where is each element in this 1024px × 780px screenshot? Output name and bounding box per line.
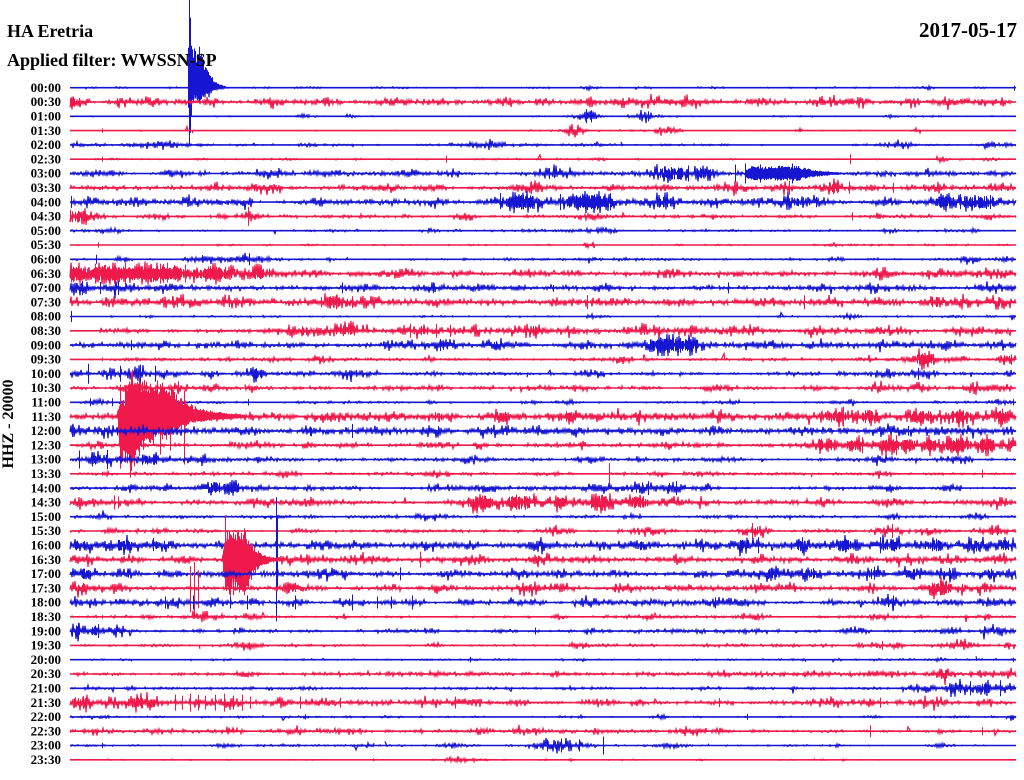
svg-text:19:00: 19:00 [31,623,61,638]
svg-text:23:30: 23:30 [31,752,61,767]
svg-text:HA Eretria: HA Eretria [7,21,93,41]
svg-text:14:30: 14:30 [31,495,61,510]
svg-text:05:00: 05:00 [31,223,61,238]
svg-text:11:30: 11:30 [31,409,61,424]
svg-text:11:00: 11:00 [31,395,61,410]
svg-text:21:30: 21:30 [31,695,61,710]
svg-text:08:00: 08:00 [31,309,61,324]
svg-text:10:30: 10:30 [31,380,61,395]
svg-text:06:00: 06:00 [31,252,61,267]
svg-text:17:30: 17:30 [31,580,61,595]
svg-text:22:00: 22:00 [31,709,61,724]
svg-text:20:00: 20:00 [31,652,61,667]
svg-text:15:30: 15:30 [31,523,61,538]
svg-text:00:00: 00:00 [31,80,61,95]
svg-text:17:00: 17:00 [31,566,61,581]
svg-text:02:30: 02:30 [31,151,61,166]
svg-text:23:00: 23:00 [31,738,61,753]
svg-text:04:00: 04:00 [31,194,61,209]
svg-text:00:30: 00:30 [31,94,61,109]
svg-text:09:00: 09:00 [31,337,61,352]
svg-text:13:30: 13:30 [31,466,61,481]
svg-text:03:00: 03:00 [31,166,61,181]
svg-text:20:30: 20:30 [31,666,61,681]
svg-text:16:00: 16:00 [31,538,61,553]
svg-text:01:30: 01:30 [31,123,61,138]
svg-text:06:30: 06:30 [31,266,61,281]
svg-text:05:30: 05:30 [31,237,61,252]
svg-text:14:00: 14:00 [31,480,61,495]
svg-text:19:30: 19:30 [31,638,61,653]
svg-text:HHZ - 20000: HHZ - 20000 [0,380,17,469]
svg-text:10:00: 10:00 [31,366,61,381]
svg-text:18:00: 18:00 [31,595,61,610]
svg-text:2017-05-17: 2017-05-17 [919,18,1017,42]
svg-text:03:30: 03:30 [31,180,61,195]
svg-text:01:00: 01:00 [31,109,61,124]
svg-text:12:30: 12:30 [31,437,61,452]
svg-text:Applied filter: WWSSN-SP: Applied filter: WWSSN-SP [7,50,217,70]
svg-text:04:30: 04:30 [31,209,61,224]
svg-text:07:00: 07:00 [31,280,61,295]
svg-text:18:30: 18:30 [31,609,61,624]
svg-text:21:00: 21:00 [31,681,61,696]
svg-text:13:00: 13:00 [31,452,61,467]
svg-text:02:00: 02:00 [31,137,61,152]
svg-text:07:30: 07:30 [31,294,61,309]
svg-text:12:00: 12:00 [31,423,61,438]
svg-text:09:30: 09:30 [31,352,61,367]
svg-text:16:30: 16:30 [31,552,61,567]
svg-text:15:00: 15:00 [31,509,61,524]
svg-text:22:30: 22:30 [31,723,61,738]
svg-text:08:30: 08:30 [31,323,61,338]
